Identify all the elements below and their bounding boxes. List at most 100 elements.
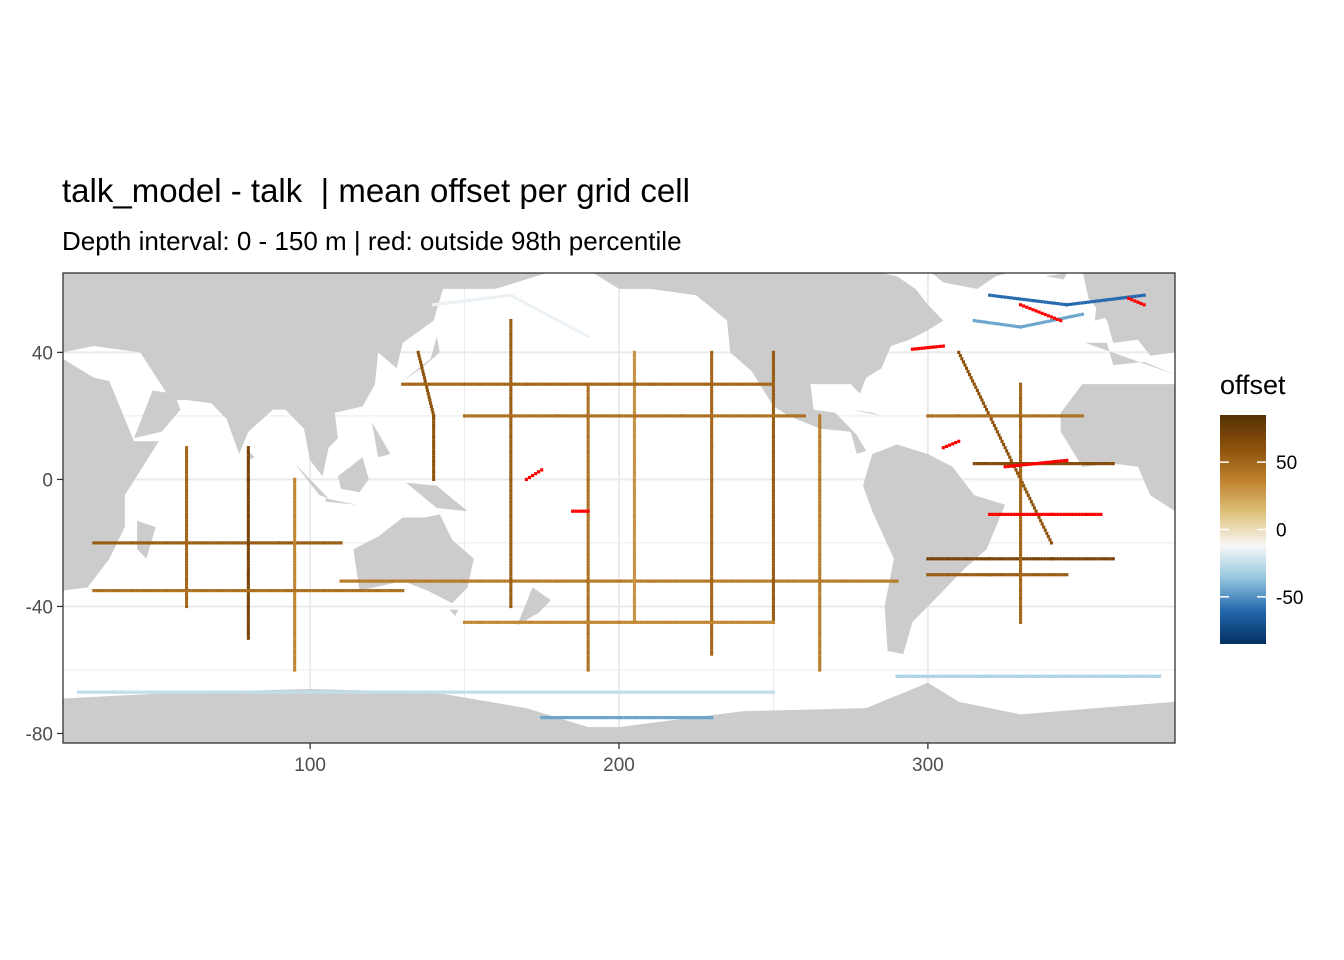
- offset-cell: [246, 617, 250, 621]
- offset-cell: [521, 382, 525, 386]
- offset-cell: [185, 446, 189, 450]
- offset-cell: [1006, 295, 1010, 300]
- outlier-cell: [583, 509, 587, 513]
- offset-cell: [339, 541, 343, 545]
- offset-cell: [185, 503, 189, 507]
- offset-cell: [632, 484, 636, 488]
- offset-cell: [246, 452, 250, 456]
- outlier-cell: [1031, 512, 1035, 516]
- offset-cell: [771, 414, 775, 418]
- offset-cell: [185, 595, 189, 599]
- land-madagascar: [137, 520, 156, 559]
- offset-cell: [676, 414, 680, 418]
- offset-cell: [574, 382, 578, 386]
- offset-cell: [642, 414, 646, 418]
- offset-cell: [586, 633, 590, 637]
- offset-cell: [1043, 557, 1047, 561]
- offset-cell: [293, 477, 297, 481]
- offset-cell: [1006, 323, 1010, 327]
- offset-cell: [1019, 468, 1023, 472]
- offset-cell: [710, 506, 714, 510]
- offset-cell: [1031, 414, 1035, 418]
- offset-cell: [818, 522, 822, 526]
- offset-cell: [293, 636, 297, 640]
- offset-cell: [759, 690, 763, 694]
- offset-cell: [969, 557, 973, 561]
- offset-cell: [666, 414, 670, 418]
- offset-cell: [1019, 535, 1023, 539]
- offset-cell: [818, 585, 822, 589]
- y-tick-label: -80: [26, 724, 53, 745]
- offset-cell: [509, 503, 513, 507]
- offset-cell: [771, 496, 775, 501]
- offset-cell: [790, 579, 794, 583]
- offset-cell: [1120, 674, 1124, 678]
- offset-cell: [957, 557, 961, 561]
- offset-cell: [268, 589, 272, 593]
- offset-cell: [265, 690, 269, 694]
- offset-cell: [203, 690, 207, 694]
- offset-cell: [1053, 462, 1057, 466]
- offset-cell: [710, 430, 714, 434]
- offset-cell: [771, 462, 775, 466]
- offset-cell: [509, 319, 513, 323]
- offset-cell: [185, 509, 189, 513]
- offset-cell: [293, 649, 297, 653]
- offset-cell: [509, 487, 513, 491]
- offset-cell: [586, 423, 590, 427]
- offset-cell: [923, 674, 927, 678]
- offset-cell: [981, 462, 985, 466]
- offset-cell: [741, 414, 745, 418]
- offset-cell: [818, 560, 822, 564]
- offset-cell: [509, 496, 513, 501]
- offset-cell: [710, 608, 714, 612]
- offset-cell: [447, 579, 451, 583]
- offset-cell: [1130, 674, 1134, 678]
- offset-cell: [293, 500, 297, 504]
- offset-cell: [441, 579, 445, 583]
- offset-cell: [1053, 414, 1057, 418]
- offset-cell: [475, 382, 479, 386]
- offset-cell: [185, 506, 189, 510]
- offset-cell: [1083, 557, 1087, 561]
- offset-cell: [543, 579, 547, 583]
- offset-cell: [605, 579, 609, 583]
- offset-cell: [1108, 557, 1112, 561]
- offset-cell: [293, 658, 297, 662]
- offset-cell: [710, 395, 714, 399]
- offset-cell: [1019, 392, 1023, 396]
- offset-cell: [768, 414, 772, 418]
- offset-cell: [710, 354, 714, 358]
- offset-cell: [988, 293, 992, 297]
- land-africa: [63, 358, 159, 591]
- offset-cell: [710, 646, 714, 650]
- offset-cell: [623, 620, 627, 624]
- offset-cell: [367, 589, 371, 593]
- outlier-cell: [1003, 512, 1007, 516]
- offset-cell: [710, 690, 714, 694]
- offset-cell: [1105, 557, 1109, 561]
- offset-cell: [1099, 674, 1103, 678]
- offset-cell: [518, 382, 522, 386]
- offset-cell: [425, 388, 429, 393]
- offset-cell: [632, 408, 636, 412]
- offset-cell: [1087, 300, 1091, 304]
- outlier-cell: [577, 509, 581, 513]
- offset-cell: [1049, 557, 1053, 561]
- offset-cell: [351, 589, 355, 593]
- offset-cell: [101, 589, 105, 593]
- offset-cell: [710, 496, 714, 501]
- offset-cell: [586, 646, 590, 650]
- offset-cell: [506, 620, 510, 624]
- offset-cell: [632, 436, 636, 440]
- offset-cell: [395, 589, 399, 593]
- offset-cell: [512, 690, 516, 694]
- offset-cell: [759, 414, 763, 418]
- offset-cell: [583, 620, 587, 624]
- offset-cell: [509, 468, 513, 472]
- offset-cell: [997, 557, 1001, 561]
- offset-cell: [1019, 550, 1023, 555]
- offset-cell: [379, 690, 383, 694]
- offset-cell: [632, 468, 636, 472]
- offset-cell: [747, 579, 751, 583]
